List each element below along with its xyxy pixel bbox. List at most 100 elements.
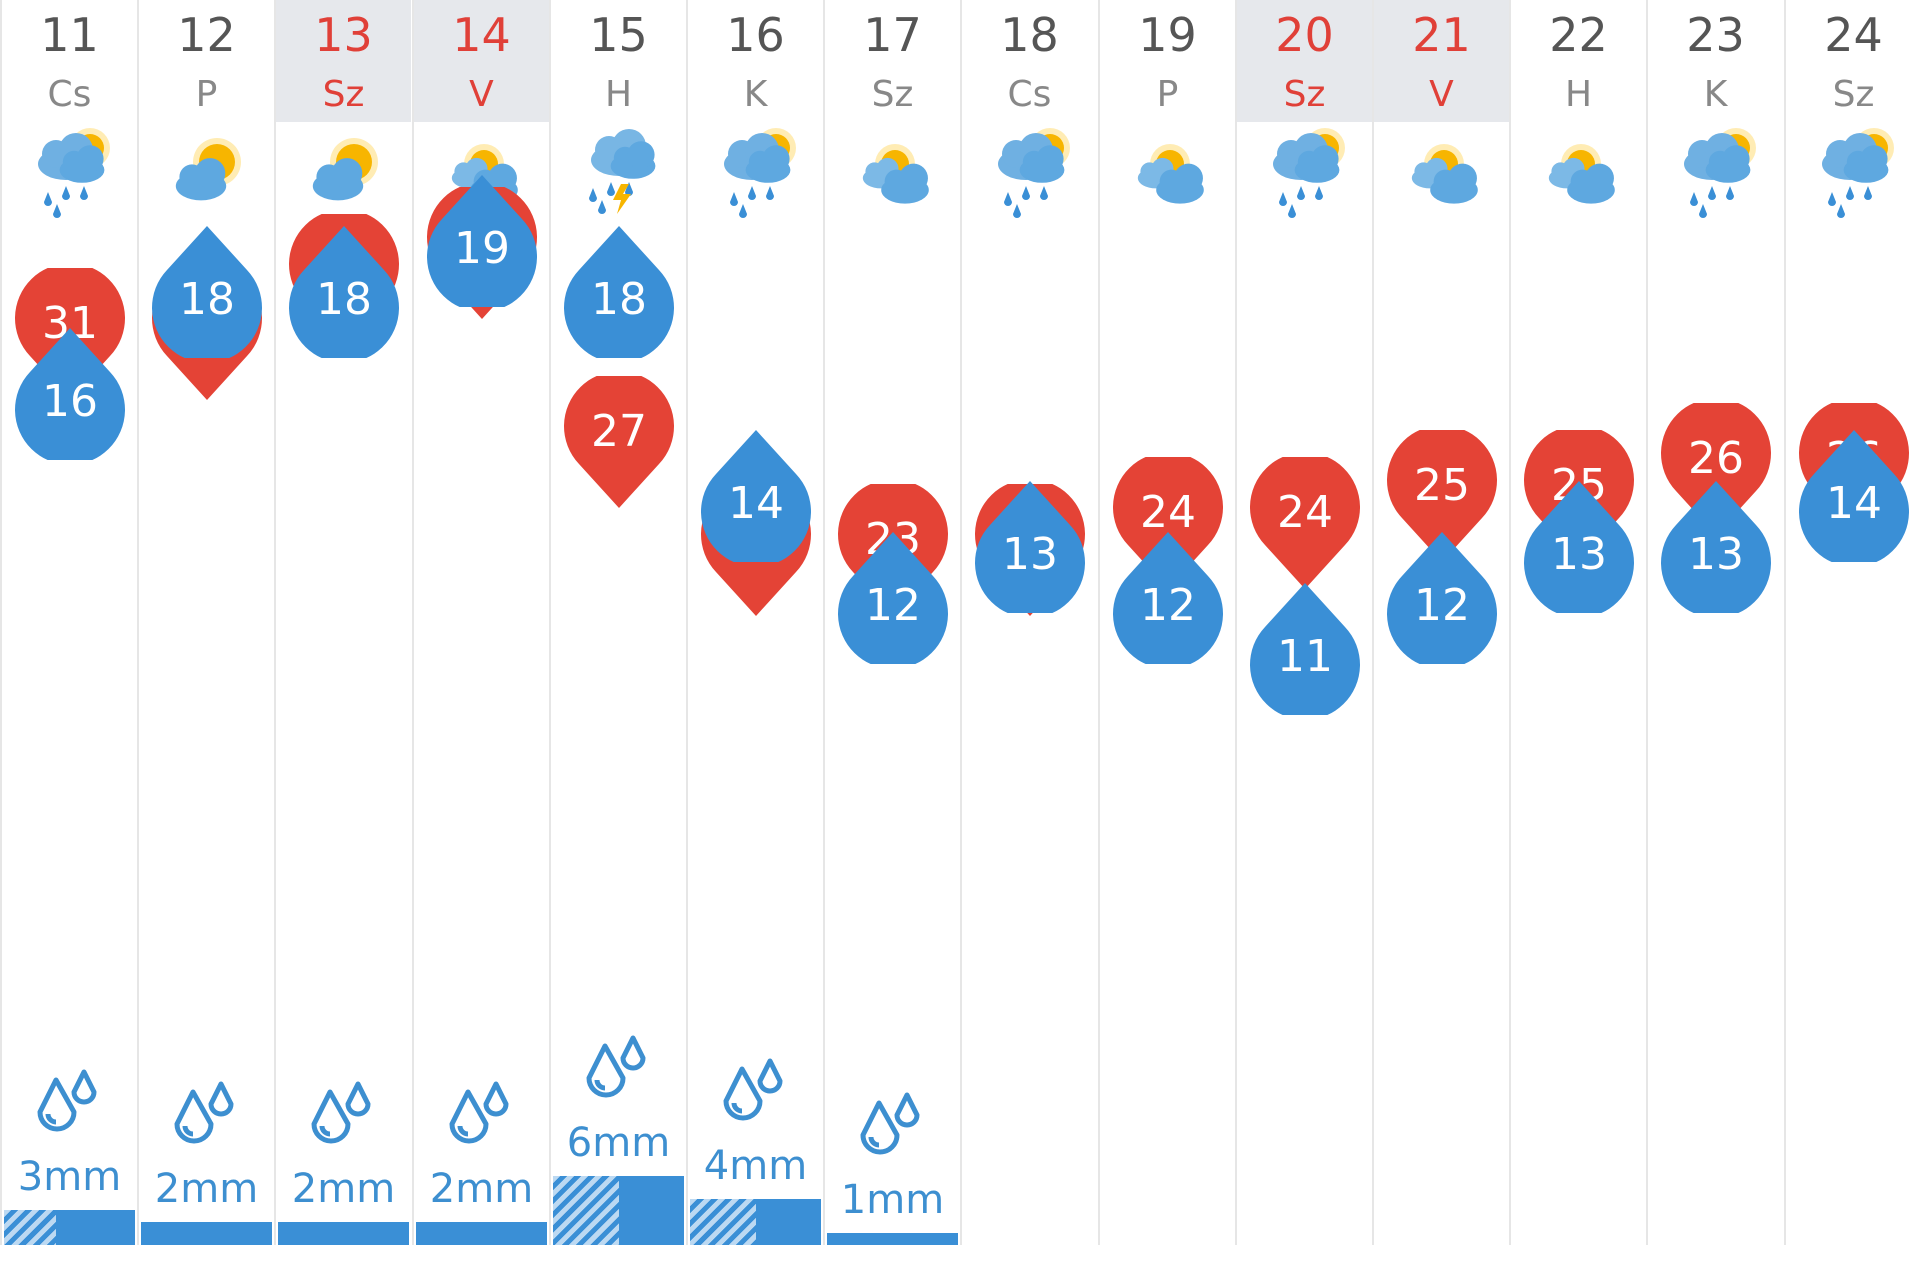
low-temp-marker: 13 — [974, 477, 1086, 613]
day-header: 18 Cs — [962, 0, 1097, 122]
low-temp-value: 12 — [865, 580, 921, 631]
day-header: 20 Sz — [1237, 0, 1372, 122]
sun-cloud-icon — [298, 128, 388, 224]
low-temp-value: 18 — [591, 274, 647, 325]
high-temp-marker: 26 — [1660, 403, 1772, 539]
partly-cloudy-icon — [847, 128, 937, 224]
precipitation-amount: 2mm — [291, 1166, 396, 1212]
day-date: 22 — [1549, 8, 1608, 62]
precipitation-amount: 4mm — [703, 1143, 808, 1189]
low-temp-marker: 14 — [1798, 426, 1910, 562]
precipitation-bar — [4, 1210, 135, 1245]
day-of-week: Cs — [1007, 74, 1052, 115]
day-column-16[interactable]: 16K23144mm — [686, 0, 823, 1245]
day-header: 19 P — [1100, 0, 1235, 122]
high-temp-value: 26 — [1688, 433, 1744, 484]
day-column-15[interactable]: 15 H 27 18 6mm — [549, 0, 686, 1245]
day-column-12[interactable]: 12P31182mm — [137, 0, 274, 1245]
precipitation-bar-hatch — [4, 1210, 57, 1245]
day-column-24[interactable]: 24Sz2614 — [1784, 0, 1920, 1245]
day-header: 11 Cs — [2, 0, 137, 122]
low-temp-value: 12 — [1414, 580, 1470, 631]
day-of-week: Sz — [322, 74, 365, 115]
day-column-22[interactable]: 22H2513 — [1509, 0, 1646, 1245]
day-date: 16 — [726, 8, 785, 62]
day-column-13[interactable]: 13Sz33182mm — [274, 0, 411, 1245]
day-of-week: Sz — [871, 74, 914, 115]
cloud-sun-rain-icon — [984, 128, 1074, 224]
day-of-week: Sz — [1283, 74, 1326, 115]
day-date: 20 — [1275, 8, 1334, 62]
low-temp-marker: 16 — [14, 324, 126, 460]
day-column-20[interactable]: 20 Sz 24 11 — [1235, 0, 1372, 1245]
cloud-sun-rain-icon — [1259, 128, 1349, 224]
low-temp-value: 19 — [454, 223, 510, 274]
day-date: 12 — [177, 8, 236, 62]
raindrop-icon — [163, 1074, 249, 1160]
high-temp-value: 24 — [1277, 487, 1333, 538]
day-column-17[interactable]: 17Sz23121mm — [823, 0, 960, 1245]
raindrop-icon — [438, 1074, 524, 1160]
day-of-week: Sz — [1832, 74, 1875, 115]
cloud-sun-rain-icon — [710, 128, 800, 224]
partly-cloudy-icon — [1122, 128, 1212, 224]
high-temp-value: 24 — [1140, 487, 1196, 538]
day-column-14[interactable]: 14V34192mm — [412, 0, 549, 1245]
low-temp-marker: 13 — [1660, 477, 1772, 613]
high-temp-value: 25 — [1414, 460, 1470, 511]
day-date: 23 — [1686, 8, 1745, 62]
day-header: 15 H — [551, 0, 686, 122]
low-temp-value: 11 — [1277, 631, 1333, 682]
low-temp-marker: 18 — [563, 222, 675, 358]
precipitation-bar — [141, 1222, 272, 1245]
raindrop-icon — [300, 1074, 386, 1160]
day-column-21[interactable]: 21 V 25 12 — [1372, 0, 1509, 1245]
day-column-19[interactable]: 19 P 24 12 — [1098, 0, 1235, 1245]
raindrop-icon — [712, 1051, 798, 1137]
low-temp-marker: 13 — [1523, 477, 1635, 613]
precipitation-amount: 2mm — [154, 1166, 259, 1212]
day-header: 12 P — [139, 0, 274, 122]
high-temp-marker: 25 — [1386, 430, 1498, 566]
precipitation-bar — [553, 1176, 684, 1245]
day-column-18[interactable]: 18Cs2313 — [960, 0, 1097, 1245]
high-temp-marker: 24 — [1249, 457, 1361, 593]
low-temp-marker: 11 — [1249, 579, 1361, 715]
day-date: 13 — [314, 8, 373, 62]
low-temp-value: 13 — [1551, 529, 1607, 580]
cloud-sun-rain-icon — [1808, 128, 1898, 224]
day-header: 13 Sz — [276, 0, 411, 122]
day-date: 14 — [452, 8, 511, 62]
day-of-week: Cs — [47, 74, 92, 115]
precipitation-bar — [690, 1199, 821, 1245]
day-header: 22 H — [1511, 0, 1646, 122]
day-column-23[interactable]: 23 K 26 13 — [1646, 0, 1783, 1245]
low-temp-value: 14 — [1826, 478, 1882, 529]
day-header: 14 V — [414, 0, 549, 122]
low-temp-marker: 12 — [1386, 528, 1498, 664]
day-header: 17 Sz — [825, 0, 960, 122]
low-temp-value: 14 — [728, 478, 784, 529]
partly-cloudy-icon — [1533, 128, 1623, 224]
sun-cloud-icon — [161, 128, 251, 224]
partly-cloudy-icon — [1396, 128, 1486, 224]
raindrop-icon — [26, 1062, 112, 1148]
low-temp-marker: 18 — [151, 222, 263, 358]
day-date: 24 — [1824, 8, 1883, 62]
low-temp-marker: 19 — [426, 171, 538, 307]
thunderstorm-icon — [573, 128, 663, 224]
day-column-11[interactable]: 11 Cs 31 16 3mm — [0, 0, 137, 1245]
day-of-week: H — [604, 74, 633, 115]
precipitation-bar-hatch — [690, 1199, 756, 1245]
cloud-sun-rain-icon — [1670, 128, 1760, 224]
low-temp-value: 18 — [179, 274, 235, 325]
cloud-sun-rain-icon — [24, 128, 114, 224]
day-date: 15 — [589, 8, 648, 62]
day-date: 19 — [1138, 8, 1197, 62]
day-header: 16 K — [688, 0, 823, 122]
precipitation-bar-hatch — [553, 1176, 619, 1245]
low-temp-value: 16 — [42, 376, 98, 427]
low-temp-marker: 14 — [700, 426, 812, 562]
low-temp-value: 12 — [1140, 580, 1196, 631]
